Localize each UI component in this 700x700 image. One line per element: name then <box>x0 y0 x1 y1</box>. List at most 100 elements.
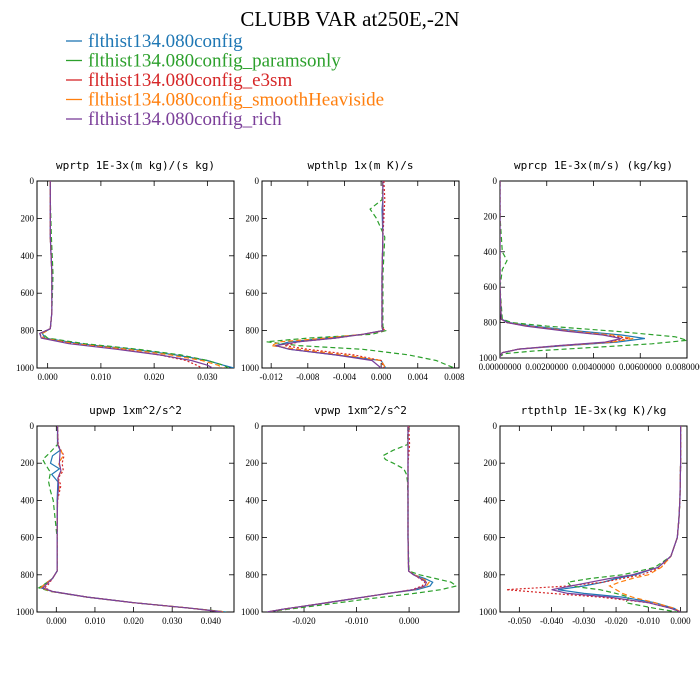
y-tick-label: 600 <box>21 288 35 298</box>
series-line-5 <box>551 426 682 612</box>
y-tick-label: 800 <box>246 326 260 336</box>
x-tick-label: 0.008 <box>444 372 465 382</box>
panel-4: upwp 1xm^2/s^2 0 200 400 600 800 1000 0.000 0.01… <box>16 404 235 626</box>
x-tick-label: -0.010 <box>637 616 661 626</box>
panel-5: vpwp 1xm^2/s^2 0 200 400 600 800 1000 -0.020 -0.… <box>241 404 460 626</box>
panel-title: wprtp 1E-3x(m kg)/(s kg) <box>56 159 215 172</box>
panel-6: rtpthlp 1E-3x(kg K)/kg02004006008001000-… <box>479 404 691 626</box>
y-tick-label: 400 <box>246 495 260 505</box>
y-tick-label: 0 <box>30 421 35 431</box>
x-tick-label: 0.040 <box>201 616 222 626</box>
x-tick-label: -0.040 <box>540 616 564 626</box>
x-tick-label: -0.010 <box>345 616 369 626</box>
series-line-2 <box>500 181 687 358</box>
series-line-3 <box>43 426 223 612</box>
y-tick-label: 600 <box>484 282 498 292</box>
panels: wprtp 1E-3x(m kg)/(s kg) 0 200 400 600 800 100… <box>16 159 700 626</box>
x-tick-label: 0.000 <box>399 616 420 626</box>
y-tick-label: 600 <box>484 533 498 543</box>
x-tick-label: -0.004 <box>333 372 357 382</box>
series-line-5 <box>267 426 428 612</box>
panel-3: wprcp 1E-3x(m/s) (kg/kg) 0 200 400 600 800 100… <box>479 159 700 372</box>
plot-frame <box>499 425 688 613</box>
series-line-1 <box>39 426 227 612</box>
series-line-4 <box>267 426 430 612</box>
y-tick-label: 400 <box>246 251 260 261</box>
legend-entry: flthist134.080config_e3sm <box>88 70 292 91</box>
plot-frame <box>499 180 688 359</box>
x-tick-label: 0.000 <box>670 616 691 626</box>
panel-title: vpwp 1xm^2/s^2 <box>314 404 407 417</box>
y-tick-label: 800 <box>484 318 498 328</box>
y-tick-label: 0 <box>255 421 260 431</box>
x-tick-label: -0.030 <box>572 616 596 626</box>
y-tick-label: 200 <box>484 211 498 221</box>
panel-title: rtpthlp 1E-3x(kg K)/kg <box>521 404 667 417</box>
x-tick-label: -0.050 <box>508 616 532 626</box>
panel-title: wprcp 1E-3x(m/s) (kg/kg) <box>514 159 673 172</box>
y-tick-label: 200 <box>246 213 260 223</box>
x-tick-label: 0.000 <box>371 372 392 382</box>
y-tick-label: 1000 <box>16 363 35 373</box>
y-tick-label: 200 <box>21 458 35 468</box>
panel-1: wprtp 1E-3x(m kg)/(s kg) 0 200 400 600 800 100… <box>16 159 235 382</box>
y-tick-label: 0 <box>493 176 498 186</box>
plot-frame <box>261 425 460 613</box>
series-line-5 <box>41 426 223 612</box>
x-tick-label: 0.000 <box>46 616 67 626</box>
y-tick-label: 800 <box>246 570 260 580</box>
y-tick-label: 400 <box>21 495 35 505</box>
x-tick-label: 0.000 <box>38 372 59 382</box>
x-tick-label: 0.004 <box>408 372 429 382</box>
series-line-1 <box>273 181 387 368</box>
y-tick-label: 800 <box>21 326 35 336</box>
series-line-3 <box>267 426 426 612</box>
x-tick-label: 0.020 <box>123 616 144 626</box>
x-tick-label: 0.00400000 <box>572 362 615 372</box>
series-line-4 <box>608 426 682 612</box>
series-line-1 <box>41 181 234 368</box>
y-tick-label: 400 <box>21 251 35 261</box>
legend: flthist134.080configflthist134.080config… <box>66 31 384 130</box>
panel-title: wpthlp 1x(m K)/s <box>308 159 414 172</box>
y-tick-label: 200 <box>484 458 498 468</box>
series-line-3 <box>38 181 203 368</box>
x-tick-label: 0.020 <box>144 372 165 382</box>
series-line-5 <box>275 181 384 368</box>
series-line-2 <box>37 426 227 612</box>
y-tick-label: 200 <box>21 213 35 223</box>
x-tick-label: 0.010 <box>91 372 112 382</box>
y-tick-label: 800 <box>484 570 498 580</box>
y-tick-label: 200 <box>246 458 260 468</box>
series-line-5 <box>38 181 213 368</box>
y-tick-label: 800 <box>21 570 35 580</box>
y-tick-label: 600 <box>21 533 35 543</box>
panel-title: upwp 1xm^2/s^2 <box>89 404 182 417</box>
figure-title: CLUBB VAR at250E,-2N <box>240 7 459 31</box>
series-line-4 <box>41 181 224 368</box>
legend-entry: flthist134.080config <box>88 31 243 52</box>
y-tick-label: 400 <box>484 247 498 257</box>
x-tick-label: 0.00000000 <box>479 362 522 372</box>
legend-entry: flthist134.080config_rich <box>88 109 282 130</box>
plot-frame <box>36 180 235 369</box>
legend-entry: flthist134.080config_smoothHeaviside <box>88 90 384 111</box>
y-tick-label: 0 <box>30 176 35 186</box>
x-tick-label: -0.020 <box>292 616 316 626</box>
y-tick-label: 1000 <box>16 607 35 617</box>
series-line-2 <box>41 181 229 368</box>
panel-2: wpthlp 1x(m K)/s 0 200 400 600 800 1000-0.012 -… <box>241 159 465 382</box>
plot-frame <box>261 180 460 369</box>
x-tick-label: 0.030 <box>197 372 218 382</box>
y-tick-label: 0 <box>255 176 260 186</box>
series-line-3 <box>506 426 682 612</box>
x-tick-label: 0.00200000 <box>525 362 568 372</box>
series-line-5 <box>500 181 622 358</box>
y-tick-label: 600 <box>246 533 260 543</box>
x-tick-label: -0.012 <box>260 372 283 382</box>
x-tick-label: 0.010 <box>85 616 106 626</box>
y-tick-label: 1000 <box>479 353 498 363</box>
x-tick-label: -0.020 <box>604 616 628 626</box>
legend-entry: flthist134.080config_paramsonly <box>88 51 341 72</box>
x-tick-label: -0.008 <box>296 372 320 382</box>
